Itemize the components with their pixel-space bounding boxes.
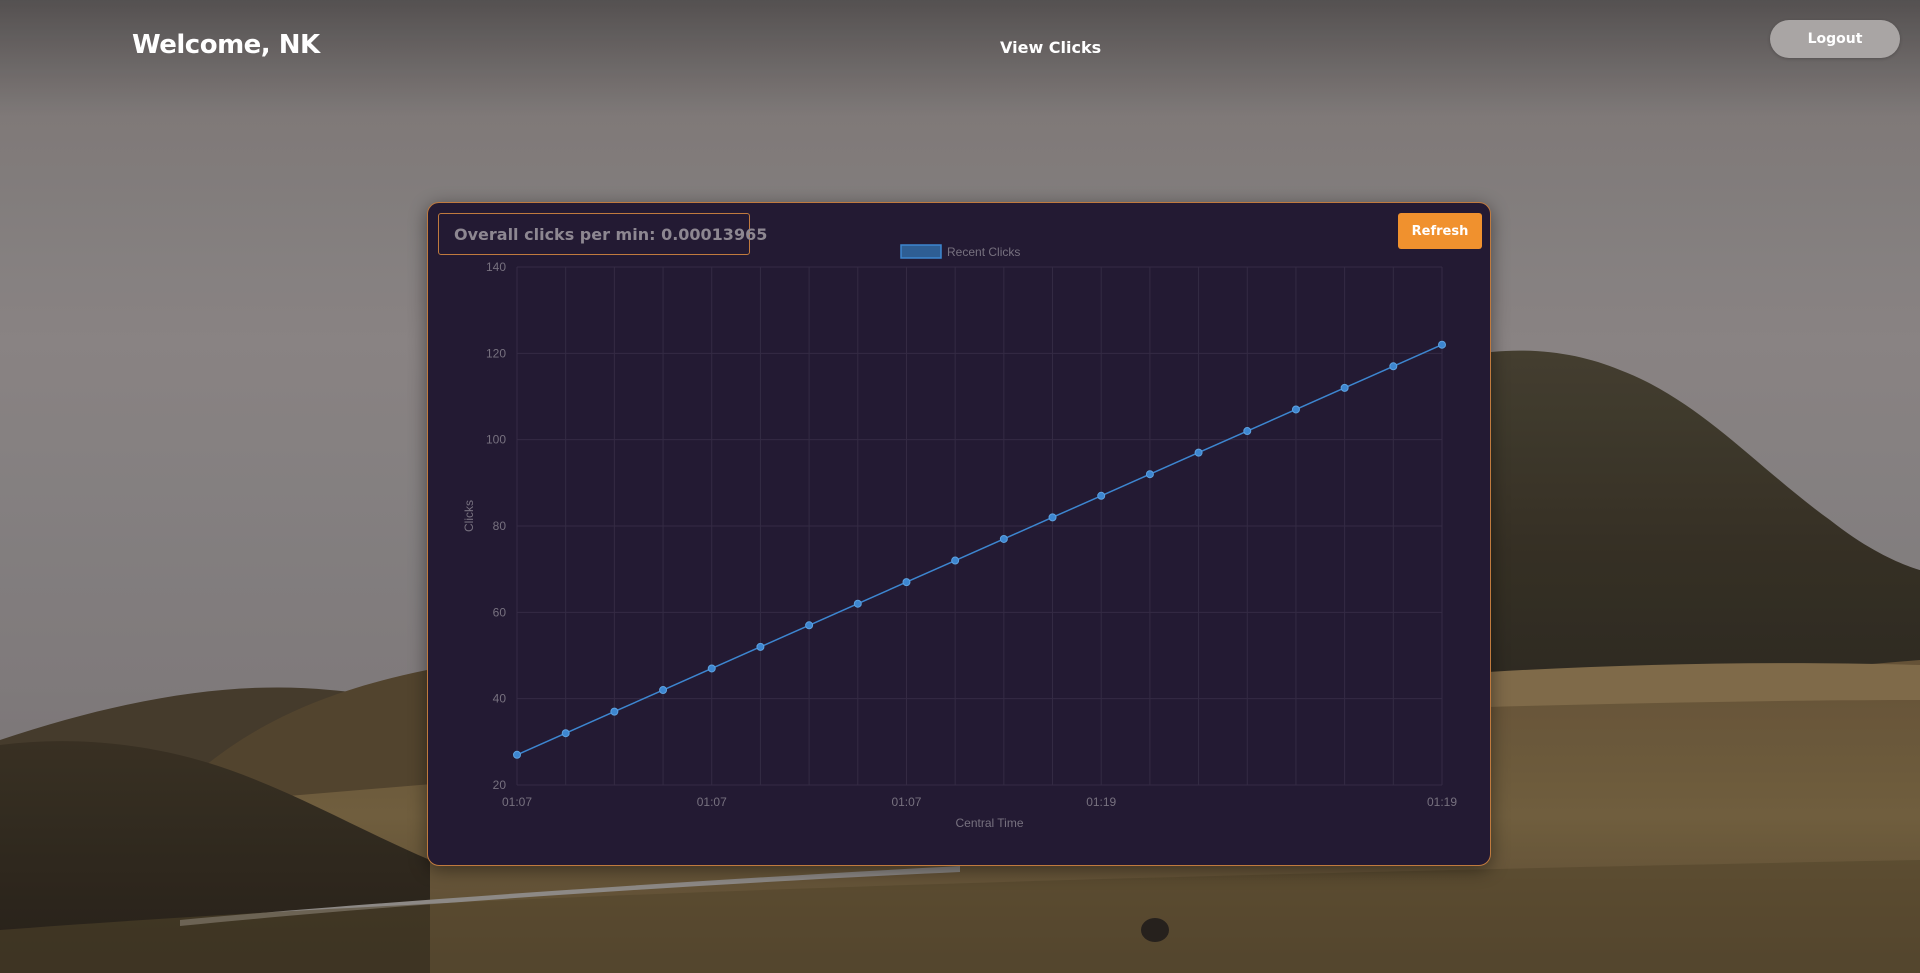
data-point bbox=[1048, 513, 1057, 522]
data-point bbox=[1340, 383, 1349, 392]
data-point bbox=[1145, 470, 1154, 479]
data-point bbox=[805, 621, 814, 630]
data-point bbox=[756, 642, 765, 651]
data-point bbox=[1389, 362, 1398, 371]
legend-swatch bbox=[900, 244, 942, 259]
data-point bbox=[951, 556, 960, 565]
y-tick-label: 140 bbox=[486, 260, 506, 274]
legend-label: Recent Clicks bbox=[947, 245, 1020, 259]
series-line-recent-clicks bbox=[516, 344, 1443, 756]
x-tick-label: 01:19 bbox=[1427, 795, 1457, 809]
data-point bbox=[902, 578, 911, 587]
x-tick-label: 01:07 bbox=[891, 795, 921, 809]
top-navigation: Welcome, NK View Clicks Logout bbox=[0, 0, 1920, 96]
y-tick-label: 20 bbox=[493, 778, 507, 792]
y-tick-label: 100 bbox=[486, 433, 506, 447]
y-tick-label: 60 bbox=[493, 605, 507, 619]
x-axis-title: Central Time bbox=[955, 816, 1023, 830]
data-point bbox=[1243, 427, 1252, 436]
logout-button[interactable]: Logout bbox=[1770, 20, 1900, 58]
y-axis-title: Clicks bbox=[462, 500, 476, 532]
data-point bbox=[999, 534, 1008, 543]
data-point bbox=[853, 599, 862, 608]
y-tick-label: 120 bbox=[486, 346, 506, 360]
y-tick-label: 40 bbox=[493, 692, 507, 706]
data-point bbox=[513, 750, 521, 759]
clicks-line-chart: 20 40 60 80 100 120 140 01:07 01:07 01:07 01:19 01:… bbox=[462, 244, 1457, 830]
data-point bbox=[1291, 405, 1300, 414]
clicks-chart-panel: 20 40 60 80 100 120 140 01:07 01:07 01:07 01:19 01:… bbox=[427, 202, 1491, 866]
data-point bbox=[707, 664, 716, 673]
data-point bbox=[561, 729, 570, 738]
x-tick-label: 01:07 bbox=[697, 795, 727, 809]
view-clicks-link[interactable]: View Clicks bbox=[1000, 38, 1102, 57]
data-point bbox=[659, 686, 668, 695]
data-point bbox=[1194, 448, 1203, 457]
welcome-heading: Welcome, NK bbox=[132, 30, 320, 60]
data-point bbox=[610, 707, 619, 716]
data-point bbox=[1438, 340, 1446, 349]
refresh-button[interactable]: Refresh bbox=[1398, 213, 1482, 249]
data-point bbox=[1097, 491, 1106, 500]
overall-clicks-rate: Overall clicks per min: 0.00013965 bbox=[438, 213, 767, 255]
x-tick-label: 01:19 bbox=[1086, 795, 1116, 809]
x-tick-label: 01:07 bbox=[502, 795, 532, 809]
y-tick-label: 80 bbox=[493, 519, 507, 533]
